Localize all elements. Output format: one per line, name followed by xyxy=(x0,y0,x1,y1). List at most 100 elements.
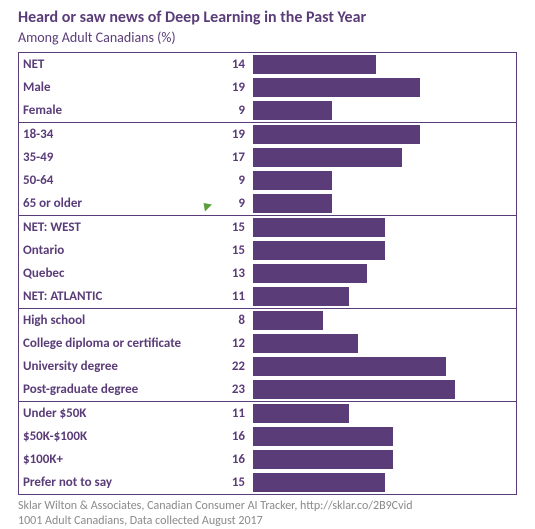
row-label: 18-34 xyxy=(19,127,209,142)
row-value: 15 xyxy=(209,475,253,490)
row-label: NET: ATLANTIC xyxy=(19,289,209,304)
row-label: 50-64 xyxy=(19,173,209,188)
chart-row: 65 or older9 xyxy=(19,192,516,215)
row-label: University degree xyxy=(19,359,209,374)
bar xyxy=(253,264,367,283)
bar-container xyxy=(253,216,516,239)
row-label: Male xyxy=(19,80,209,95)
bar-container xyxy=(253,285,516,308)
row-value: 12 xyxy=(209,336,253,351)
row-value: 22 xyxy=(209,359,253,374)
row-label: High school xyxy=(19,313,209,328)
chart-row: 50-649 xyxy=(19,169,516,192)
chart-row: Post-graduate degree23 xyxy=(19,378,516,401)
chart-row: $100K+16 xyxy=(19,448,516,471)
row-value: 16 xyxy=(209,429,253,444)
chart-group: NET14Male19Female9 xyxy=(19,53,516,123)
bar-container xyxy=(253,146,516,169)
bar-container xyxy=(253,76,516,99)
bar xyxy=(253,148,402,167)
chart-row: NET: WEST15 xyxy=(19,216,516,239)
bar xyxy=(253,450,393,469)
bar xyxy=(253,427,393,446)
bar-container xyxy=(253,53,516,76)
bar-container xyxy=(253,239,516,262)
bar-container xyxy=(253,378,516,401)
chart-footer: Sklar Wilton & Associates, Canadian Cons… xyxy=(18,499,517,529)
row-value: 19 xyxy=(209,127,253,142)
row-value: 14 xyxy=(209,57,253,72)
chart-row: Female9 xyxy=(19,99,516,122)
row-label: NET xyxy=(19,57,209,72)
bar-container xyxy=(253,169,516,192)
bar xyxy=(253,311,323,330)
chart-title: Heard or saw news of Deep Learning in th… xyxy=(18,8,517,27)
bar-container xyxy=(253,332,516,355)
row-value: 8 xyxy=(209,313,253,328)
bar-container xyxy=(253,448,516,471)
row-value: 13 xyxy=(209,266,253,281)
row-label: College diploma or certificate xyxy=(19,336,209,351)
bar-container xyxy=(253,192,516,215)
chart-group: 18-341935-491750-64965 or older9 xyxy=(19,123,516,216)
bar xyxy=(253,473,385,492)
row-value: 11 xyxy=(209,406,253,421)
bar xyxy=(253,125,420,144)
chart-row: Ontario15 xyxy=(19,239,516,262)
bar-container xyxy=(253,355,516,378)
row-label: Under $50K xyxy=(19,406,209,421)
row-label: Post-graduate degree xyxy=(19,382,209,397)
footer-line-2: 1001 Adult Canadians, Data collected Aug… xyxy=(18,514,517,529)
bar xyxy=(253,404,349,423)
bar xyxy=(253,334,358,353)
bar xyxy=(253,78,420,97)
row-value: 9 xyxy=(209,173,253,188)
row-label: Ontario xyxy=(19,243,209,258)
chart-row: Prefer not to say15 xyxy=(19,471,516,494)
chart-group: Under $50K11$50K-$100K16$100K+16Prefer n… xyxy=(19,402,516,494)
chart-row: Male19 xyxy=(19,76,516,99)
chart-row: 35-4917 xyxy=(19,146,516,169)
footer-line-1: Sklar Wilton & Associates, Canadian Cons… xyxy=(18,499,517,514)
row-value: 17 xyxy=(209,150,253,165)
chart-subtitle: Among Adult Canadians (%) xyxy=(18,29,517,46)
chart-row: 18-3419 xyxy=(19,123,516,146)
bar xyxy=(253,194,332,213)
row-value: 9 xyxy=(209,103,253,118)
bar xyxy=(253,357,446,376)
row-value: 16 xyxy=(209,452,253,467)
bar-chart: NET14Male19Female918-341935-491750-64965… xyxy=(18,52,517,495)
bar xyxy=(253,380,455,399)
bar xyxy=(253,287,349,306)
chart-row: Under $50K11 xyxy=(19,402,516,425)
chart-group: NET: WEST15Ontario15Quebec13NET: ATLANTI… xyxy=(19,216,516,309)
chart-group: High school8College diploma or certifica… xyxy=(19,309,516,402)
row-label: 35-49 xyxy=(19,150,209,165)
bar-container xyxy=(253,99,516,122)
row-label: $100K+ xyxy=(19,452,209,467)
chart-row: Quebec13 xyxy=(19,262,516,285)
row-value: 15 xyxy=(209,220,253,235)
chart-row: University degree22 xyxy=(19,355,516,378)
chart-row: $50K-$100K16 xyxy=(19,425,516,448)
row-value: 9 xyxy=(209,196,253,211)
bar-container xyxy=(253,402,516,425)
row-value: 11 xyxy=(209,289,253,304)
chart-row: High school8 xyxy=(19,309,516,332)
bar-container xyxy=(253,123,516,146)
bar-container xyxy=(253,262,516,285)
bar xyxy=(253,241,385,260)
bar xyxy=(253,55,376,74)
row-value: 15 xyxy=(209,243,253,258)
row-label: Female xyxy=(19,103,209,118)
row-label: $50K-$100K xyxy=(19,429,209,444)
row-value: 23 xyxy=(209,382,253,397)
row-value: 19 xyxy=(209,80,253,95)
bar xyxy=(253,101,332,120)
row-label: Prefer not to say xyxy=(19,475,209,490)
row-label: 65 or older xyxy=(19,196,209,211)
bar xyxy=(253,171,332,190)
bar-container xyxy=(253,471,516,494)
row-label: NET: WEST xyxy=(19,220,209,235)
chart-row: NET14 xyxy=(19,53,516,76)
